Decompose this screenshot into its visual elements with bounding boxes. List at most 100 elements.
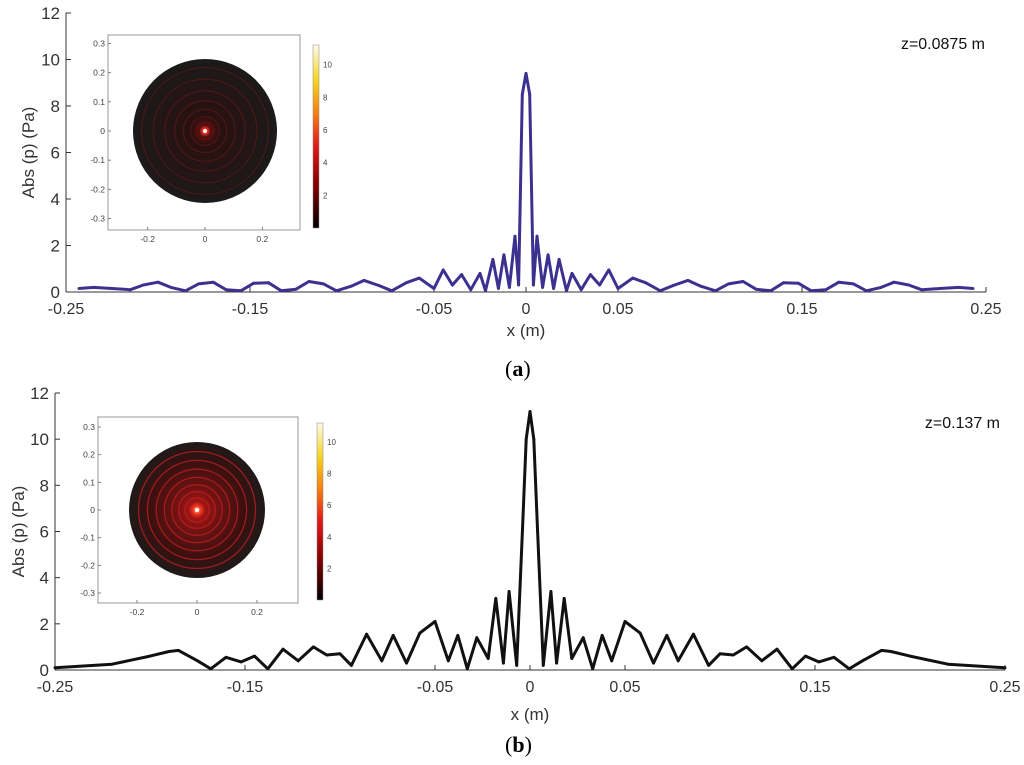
data-point [491,258,495,261]
data-point [507,590,511,593]
data-point [335,289,338,293]
inset-y-tick-label: -0.3 [90,214,105,224]
data-point [156,280,160,284]
data-point [129,288,132,292]
data-point [555,661,558,665]
data-point [517,283,520,287]
y-tick-label: 10 [41,51,60,70]
data-point [502,661,505,665]
x-tick-label: 0.15 [786,301,817,318]
data-point [196,659,199,663]
data-point [745,645,748,649]
data-point [570,657,574,660]
inset-y-tick-label: -0.2 [80,560,95,570]
data-point [754,287,758,291]
inset-y-tick-label: -0.1 [80,533,95,543]
inset-x-tick-label: -0.2 [140,234,155,244]
ring [137,450,257,570]
data-point [957,286,960,289]
inset-y-tick-label: 0.3 [83,422,95,432]
y-tick-label: 8 [40,476,49,495]
data-point [167,650,171,653]
ring [182,108,228,154]
ring [152,78,258,184]
data-point [148,654,152,658]
data-point [535,234,539,238]
inset-y-tick-label: 0 [90,505,95,515]
data-point [879,286,883,289]
data-point [889,650,893,653]
data-point [405,281,408,285]
data-point [267,281,270,285]
data-point [508,286,511,289]
data-point [520,93,524,96]
colorbar [312,44,320,229]
data-point [197,282,200,286]
data-point [92,286,95,289]
panel-b: 0 2 4 6 8 10 12 -0.25 -0.15 -0.05 0 0.05 0.15 0.25 x (… [9,384,1021,724]
x-axis-label: x (m) [511,705,550,724]
data-point [552,287,555,290]
data-point [665,634,669,637]
data-point [224,288,228,292]
data-point [253,654,256,658]
data-point [714,289,717,293]
x-tick-label: 0 [526,679,535,696]
data-point [532,283,535,287]
colorbar-tick-label: 6 [323,126,328,135]
data-point [528,410,532,413]
data-point [475,636,479,640]
data-point [110,662,114,666]
inset-y-tick-label: -0.3 [80,588,95,598]
data-point [804,654,807,658]
data-point [589,273,592,276]
data-point [349,284,353,288]
colorbar-tick-label: 10 [327,438,336,447]
data-point [638,631,642,635]
data-point [658,289,662,293]
data-point [521,530,524,533]
data-point [465,667,469,671]
data-point [731,653,735,657]
ring [146,459,248,561]
data-point [824,288,828,292]
y-tick-label: 4 [51,190,60,209]
data-point [252,281,256,285]
inset-x-tick-label: 0.2 [256,234,268,244]
ring [190,116,220,146]
y-axis-label: Abs (p) (Pa) [9,486,28,578]
data-point [391,634,395,637]
data-point [546,253,550,257]
data-point [460,273,463,276]
colorbar-tick-label: 4 [327,533,332,542]
ring [141,67,269,195]
data-point [279,289,283,293]
caption-a: (a) [505,356,531,381]
data-point [1003,666,1007,670]
data-point [312,645,315,649]
data-point [880,649,883,652]
inset-y-tick-label: 0 [100,126,105,136]
data-point [53,666,57,670]
data-point [362,279,366,282]
inset-y-tick-label: 0.2 [83,450,95,460]
data-point [456,634,460,637]
data-point [266,667,270,671]
z-annotation: z=0.137 m [925,415,1000,432]
data-point [782,281,785,285]
data-point [600,634,604,637]
data-point [570,272,574,275]
inset-y-tick-label: 0.2 [93,68,105,78]
data-point [239,289,243,293]
data-point [77,287,81,290]
data-point [497,287,500,290]
data-point [971,287,975,290]
colorbar-tick-label: 2 [323,191,328,200]
inset-y-tick-label: 0.1 [83,477,95,487]
data-point [322,282,325,286]
x-tick-label: 0.05 [609,679,640,696]
data-point [598,283,601,287]
y-tick-label: 2 [51,237,60,256]
inset-x-tick-label: 0 [195,607,200,617]
data-point [446,659,450,663]
